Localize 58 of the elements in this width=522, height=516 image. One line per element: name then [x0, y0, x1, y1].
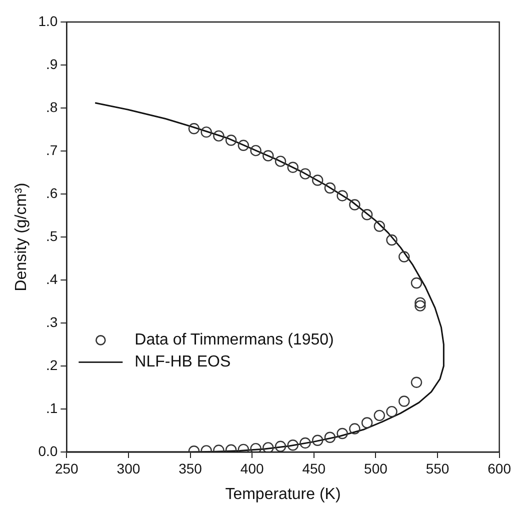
point — [386, 234, 398, 246]
x-tick-label: 350 — [178, 460, 202, 476]
point — [262, 150, 274, 162]
point — [414, 297, 426, 308]
x-tick-label: 400 — [240, 460, 264, 476]
x-tick-label: 550 — [426, 460, 450, 476]
point — [274, 156, 286, 167]
point — [386, 406, 398, 418]
point — [336, 428, 348, 440]
point — [374, 410, 386, 422]
point — [238, 140, 250, 152]
point — [312, 174, 324, 186]
y-tick-label: .1 — [46, 400, 58, 416]
point — [188, 123, 200, 134]
y-tick-label: .2 — [46, 356, 58, 373]
point — [410, 376, 422, 388]
y-tick-label: .8 — [46, 98, 58, 115]
y-tick-label: 0.0 — [38, 442, 58, 459]
point — [398, 396, 410, 407]
y-axis-title: Density (g/cm³) — [13, 182, 30, 292]
x-tick-label: 600 — [488, 460, 512, 476]
point — [274, 440, 286, 452]
point — [250, 442, 262, 452]
y-tick-label: .4 — [46, 270, 58, 287]
y-tick-label: 1.0 — [38, 12, 58, 29]
point — [300, 437, 311, 449]
point — [287, 440, 298, 451]
point — [213, 130, 224, 142]
y-tick-label: .9 — [46, 56, 58, 72]
point — [410, 277, 422, 289]
point — [374, 220, 386, 232]
point — [414, 300, 426, 312]
point — [361, 209, 373, 220]
point — [200, 126, 212, 138]
y-tick-label: .5 — [46, 228, 58, 244]
point — [300, 168, 311, 180]
x-tick-label: 250 — [54, 460, 79, 476]
x-tick-label: 450 — [302, 460, 326, 476]
point — [398, 251, 410, 262]
point — [349, 199, 360, 210]
point — [250, 144, 262, 156]
point — [287, 162, 298, 173]
point — [361, 417, 373, 428]
point — [324, 182, 336, 194]
y-tick-label: .6 — [46, 184, 58, 201]
point — [312, 434, 324, 446]
x-tick-label: 500 — [364, 460, 388, 476]
x-axis-title: Temperature (K) — [225, 486, 341, 503]
legend-label: NLF-HB EOS — [134, 354, 231, 371]
point — [336, 190, 348, 202]
x-tick-label: 300 — [116, 460, 140, 476]
y-tick-label: .7 — [46, 142, 58, 158]
point — [225, 134, 237, 146]
y-tick-label: .3 — [46, 314, 58, 330]
point — [262, 442, 274, 452]
point — [349, 423, 360, 434]
legend-label: Data of Timmermans (1950) — [134, 332, 334, 349]
point — [324, 432, 336, 443]
